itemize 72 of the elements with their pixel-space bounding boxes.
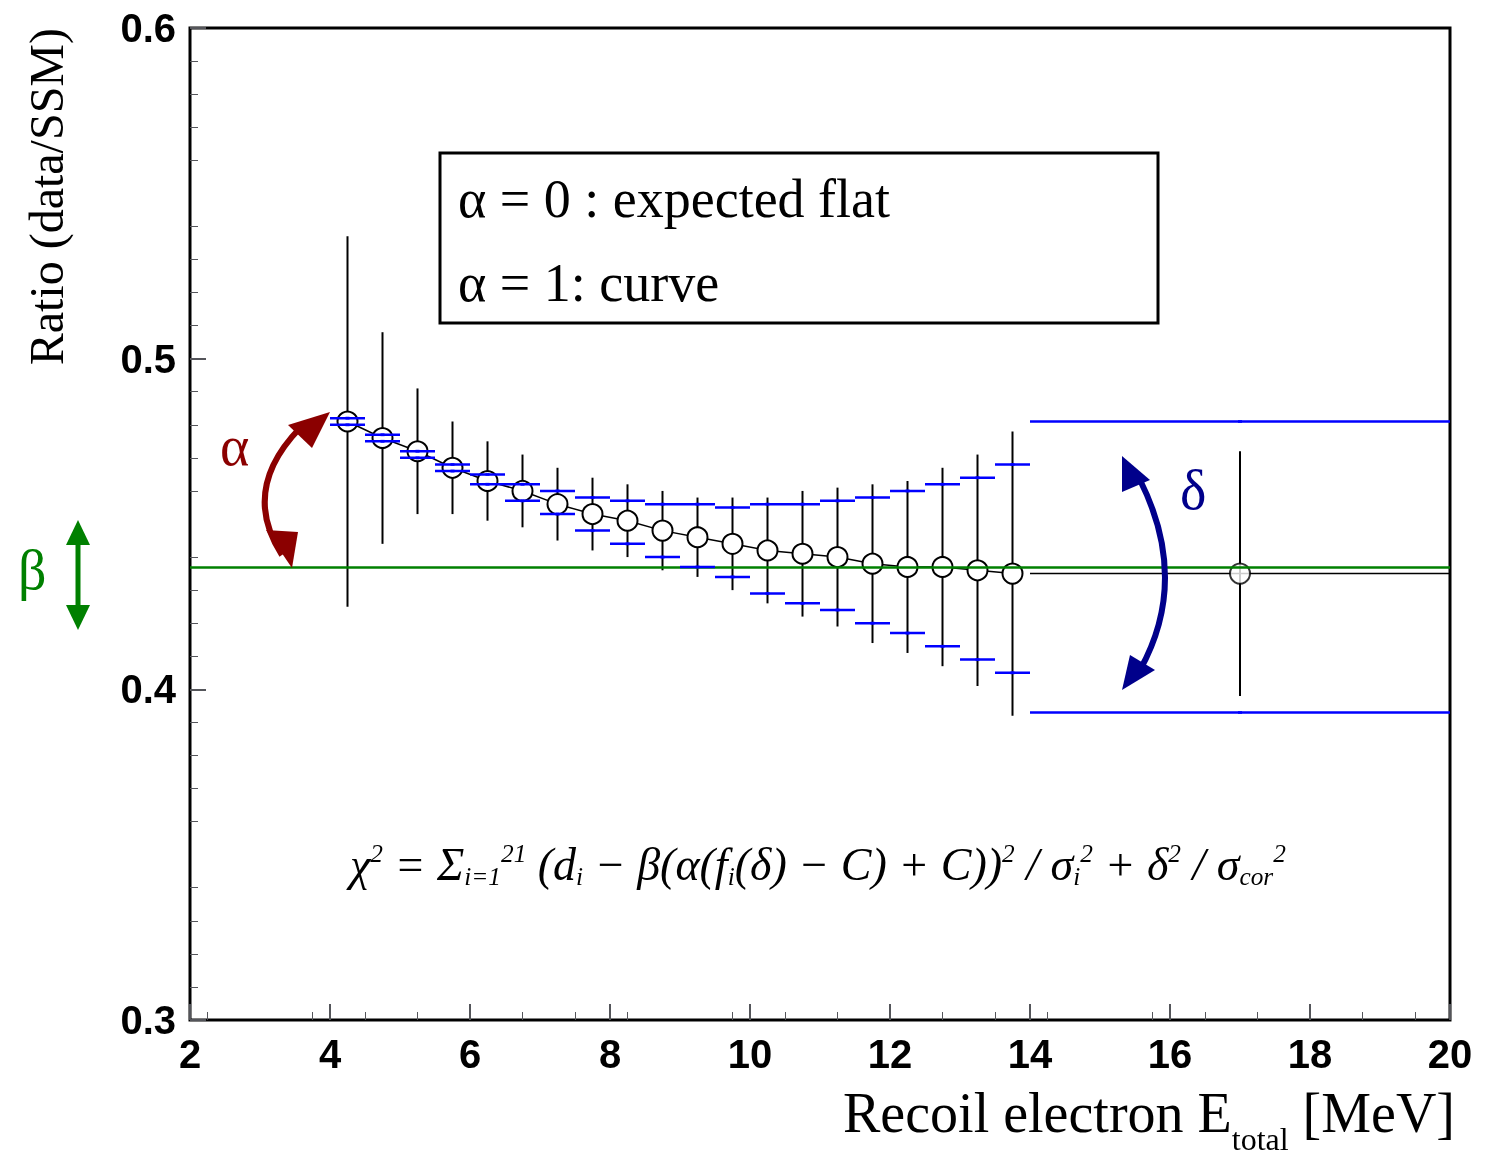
point [590, 496, 595, 500]
point [616, 509, 639, 532]
y-tick-label: 0.6 [120, 6, 176, 50]
point [835, 608, 840, 612]
point [1238, 710, 1242, 714]
point [721, 532, 744, 555]
x-tick-label: 8 [598, 1032, 622, 1076]
point [450, 469, 455, 473]
point [765, 502, 770, 506]
x-tick-label: 4 [318, 1032, 342, 1076]
point [686, 526, 709, 549]
annotation: α = 0 : expected flat [458, 169, 891, 229]
point [695, 565, 700, 569]
x-tick-label: 16 [1147, 1032, 1193, 1076]
point [756, 539, 779, 562]
point [660, 555, 665, 559]
x-tick-label: 10 [727, 1032, 773, 1076]
point [826, 546, 849, 569]
point [485, 482, 490, 486]
point [590, 529, 595, 533]
point [975, 476, 980, 480]
point [905, 631, 910, 635]
point [581, 503, 604, 526]
point [730, 575, 735, 579]
point [660, 502, 665, 506]
x-tick-label: 14 [1007, 1032, 1053, 1076]
point [870, 496, 875, 500]
point [345, 416, 350, 420]
point [415, 449, 420, 453]
point [380, 433, 385, 437]
point [800, 601, 805, 605]
point [546, 493, 569, 516]
x-tick-label: 20 [1427, 1032, 1473, 1076]
annotation: α = 1: curve [458, 253, 720, 313]
point [415, 456, 420, 460]
point [625, 499, 630, 503]
x-axis-title: Recoil electron E$_{total}$ [MeV] [843, 1082, 1455, 1157]
point [870, 621, 875, 625]
point [380, 439, 385, 443]
point [625, 542, 630, 546]
x-tick-label: 2 [178, 1032, 202, 1076]
point [1010, 671, 1015, 675]
point [940, 644, 945, 648]
point [695, 502, 700, 506]
point [791, 542, 814, 565]
point [450, 462, 455, 466]
point [520, 499, 525, 503]
x-tick-label: 6 [458, 1032, 482, 1076]
point [905, 489, 910, 493]
point [555, 512, 560, 516]
point [800, 502, 805, 506]
point [940, 482, 945, 486]
y-tick-label: 0.5 [120, 336, 176, 381]
point [730, 505, 735, 509]
y-axis-title: Ratio (data/SSM) [19, 28, 74, 366]
y-tick-label: 0.3 [120, 998, 176, 1042]
annotation: α [220, 415, 250, 477]
point [345, 423, 350, 427]
point [1010, 462, 1015, 466]
x-tick-label: 12 [867, 1032, 913, 1076]
annotation: δ [1180, 459, 1207, 521]
point [1238, 419, 1242, 423]
y-tick-label: 0.4 [120, 667, 177, 712]
point [555, 489, 560, 493]
x-tick-label: 18 [1287, 1032, 1333, 1076]
text: β [18, 539, 47, 601]
point [520, 482, 525, 486]
point [975, 658, 980, 662]
point [765, 591, 770, 595]
point [485, 472, 490, 476]
point [835, 499, 840, 503]
point [651, 519, 674, 542]
